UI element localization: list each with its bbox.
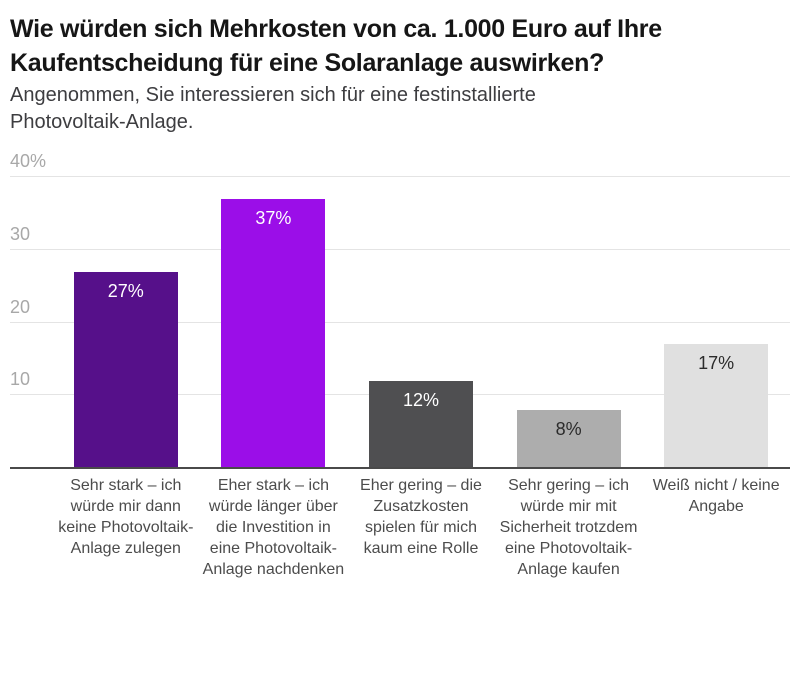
bar-slot: 12%	[347, 177, 495, 468]
x-category-label: Eher gering – die Zusatzkosten spielen f…	[360, 477, 482, 557]
y-tick-label: 10	[10, 369, 31, 390]
bar: 37%	[221, 198, 326, 468]
bars-row: 27% 37% 12% 8% 17%	[52, 177, 790, 468]
bar-value-label: 8%	[555, 418, 582, 439]
chart-subtitle-line-2: Photovoltaik-Anlage.	[10, 111, 194, 133]
chart-subtitle-line-1: Angenommen, Sie interessieren sich für e…	[10, 84, 536, 106]
chart-title-line-1: Wie würden sich Mehrkosten von ca. 1.000…	[10, 15, 662, 43]
bar-slot: 17%	[642, 177, 790, 468]
bar-value-label: 12%	[402, 389, 439, 410]
bar-value-label: 37%	[255, 207, 292, 228]
bar: 8%	[516, 409, 621, 468]
chart-subtitle: Angenommen, Sie interessieren sich für e…	[10, 82, 536, 136]
chart-title: Wie würden sich Mehrkosten von ca. 1.000…	[10, 12, 662, 80]
x-labels-row: Sehr stark – ich würde mir dann keine Ph…	[52, 475, 790, 580]
x-category-label: Sehr gering – ich würde mir mit Sicherhe…	[499, 477, 638, 578]
bar-slot: 8%	[495, 177, 643, 468]
x-category-label: Weiß nicht / keine Angabe	[652, 477, 780, 515]
bar-slot: 27%	[52, 177, 200, 468]
bar: 17%	[664, 344, 769, 468]
y-tick-label: 30	[10, 223, 31, 244]
gridline	[10, 321, 790, 323]
bar-slot: 37%	[200, 177, 348, 468]
x-category-label: Sehr stark – ich würde mir dann keine Ph…	[58, 477, 194, 557]
x-category-label: Eher stark – ich würde länger über die I…	[202, 477, 345, 578]
bar-value-label: 27%	[107, 280, 144, 301]
gridline	[10, 176, 790, 177]
bar: 12%	[368, 380, 473, 468]
bar: 27%	[73, 271, 178, 468]
bar-value-label: 17%	[698, 353, 735, 374]
gridline	[10, 248, 790, 250]
y-tick-label: 20	[10, 296, 31, 317]
chart-title-line-2: Kaufentscheidung für eine Solaranlage au…	[10, 49, 605, 77]
y-tick-label: 40%	[10, 151, 47, 171]
plot-area: 27% 37% 12% 8% 17% 40% 30 20 10	[10, 151, 790, 469]
x-axis-line	[10, 467, 790, 469]
